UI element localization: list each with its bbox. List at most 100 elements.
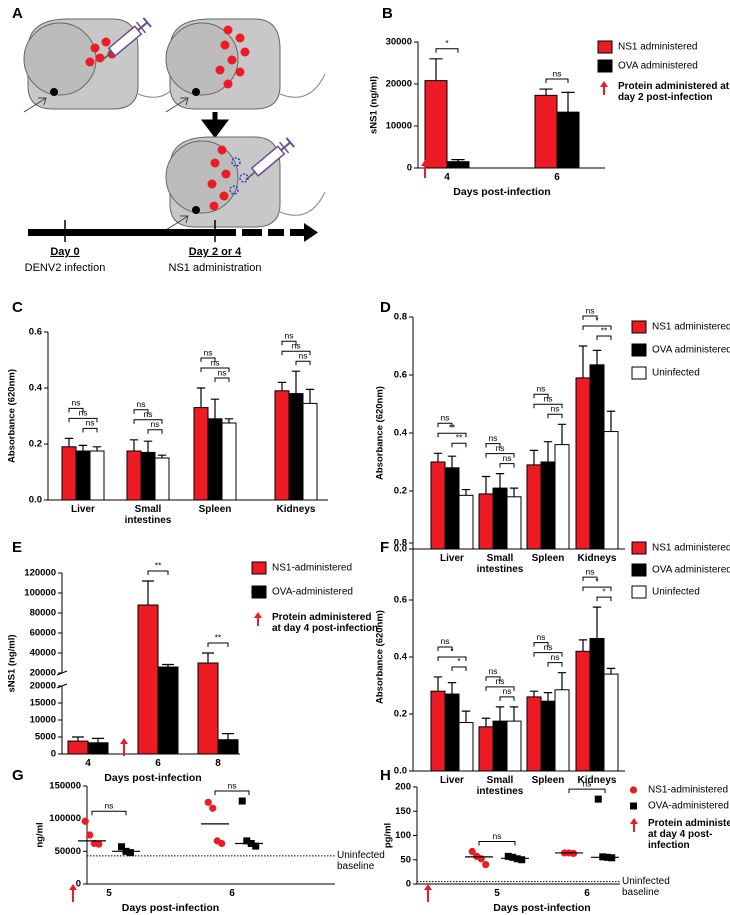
error-bar bbox=[495, 473, 505, 489]
significance-label: ns bbox=[79, 408, 88, 418]
error-bar bbox=[129, 439, 139, 451]
y-tick-label: 150 bbox=[395, 806, 411, 817]
bar bbox=[458, 494, 474, 550]
significance-label: ns bbox=[551, 652, 560, 662]
protein-arrow-head bbox=[600, 81, 608, 87]
x-tick-label: Kidneys bbox=[577, 775, 617, 786]
bar bbox=[540, 461, 556, 550]
significance-label: ns bbox=[441, 636, 450, 646]
significance-label: ** bbox=[215, 632, 222, 642]
significance-label: * bbox=[595, 315, 599, 325]
x-axis-label: Days post-infection bbox=[104, 772, 201, 784]
y-tick-label: 0.4 bbox=[394, 652, 408, 663]
significance-label: ns bbox=[496, 443, 505, 453]
bar bbox=[478, 726, 494, 772]
significance-label: ns bbox=[544, 394, 553, 404]
x-tick-label: Small intestines bbox=[476, 553, 524, 575]
bar bbox=[444, 467, 460, 550]
significance-bracket bbox=[147, 429, 163, 434]
data-point bbox=[504, 852, 512, 860]
x-tick-label: Spleen bbox=[198, 504, 232, 515]
bar bbox=[197, 662, 219, 755]
timeline-dash bbox=[290, 229, 304, 236]
legend-label: OVA-administered bbox=[648, 801, 729, 812]
protein-arrow-head bbox=[630, 818, 638, 824]
significance-label: ns bbox=[586, 305, 595, 315]
significance-bracket bbox=[582, 325, 612, 330]
legend-swatch bbox=[597, 59, 613, 73]
data-point bbox=[482, 861, 490, 869]
x-tick-label: 6 bbox=[584, 888, 590, 899]
significance-bracket bbox=[533, 403, 563, 409]
significance-bracket bbox=[547, 662, 563, 667]
significance-bracket bbox=[214, 790, 250, 796]
significance-label: ns bbox=[285, 330, 294, 340]
significance-label: ns bbox=[292, 340, 301, 350]
bar bbox=[526, 696, 542, 772]
bar bbox=[302, 402, 318, 501]
error-bar bbox=[529, 449, 539, 465]
y-tick-label: 0.6 bbox=[394, 370, 407, 381]
protein-arrow-head bbox=[120, 738, 128, 744]
significance-label: * bbox=[445, 38, 449, 48]
panel-label: D bbox=[380, 299, 391, 316]
error-bar bbox=[495, 706, 505, 722]
legend-swatch bbox=[631, 585, 647, 599]
protein-arrow-head bbox=[69, 884, 77, 890]
x-tick-label: Kidneys bbox=[276, 504, 316, 515]
significance-bracket bbox=[533, 652, 563, 657]
significance-bracket bbox=[207, 642, 229, 647]
baseline-label: Uninfected baseline bbox=[622, 875, 670, 898]
error-bar bbox=[543, 692, 553, 702]
significance-bracket bbox=[485, 676, 501, 681]
timeline-day: Day 0 bbox=[50, 246, 79, 258]
significance-bracket bbox=[596, 596, 612, 602]
bar bbox=[589, 364, 605, 550]
bar bbox=[221, 422, 237, 501]
significance-bracket bbox=[485, 686, 515, 691]
legend-swatch bbox=[251, 585, 267, 599]
error-bar bbox=[142, 580, 154, 605]
significance-bracket bbox=[596, 335, 612, 340]
error-bar bbox=[557, 423, 567, 445]
significance-bracket bbox=[82, 427, 98, 433]
significance-label: ns bbox=[537, 632, 546, 642]
x-tick-label: 4 bbox=[444, 172, 450, 183]
significance-bracket bbox=[437, 646, 453, 651]
data-point bbox=[252, 842, 260, 850]
bar bbox=[492, 487, 508, 550]
y-tick-label: 0.2 bbox=[394, 486, 407, 497]
error-bar bbox=[606, 410, 616, 432]
data-point bbox=[118, 843, 125, 851]
y-tick-label: 0 bbox=[406, 879, 411, 890]
significance-label: ns bbox=[496, 676, 505, 686]
legend-label: NS1-administered bbox=[272, 563, 352, 574]
significance-bracket bbox=[568, 788, 606, 794]
y-tick-label: 10000 bbox=[386, 121, 412, 132]
x-tick-label: Liver bbox=[440, 775, 464, 786]
y-tick-label: 0.2 bbox=[29, 439, 42, 450]
red-dots bbox=[215, 25, 250, 89]
y-tick-label: 0.0 bbox=[394, 766, 407, 777]
error-bar bbox=[451, 159, 465, 162]
legend-label: Uninfected bbox=[652, 587, 700, 598]
bar bbox=[506, 496, 522, 550]
y-tick-label: 50 bbox=[400, 854, 411, 865]
red-dots bbox=[207, 145, 231, 211]
significance-label: ns bbox=[544, 642, 553, 652]
significance-bracket bbox=[200, 367, 230, 372]
timeline-event: NS1 administration bbox=[169, 262, 262, 274]
mouse bbox=[23, 18, 184, 113]
y-tick-label: 0.4 bbox=[394, 428, 408, 439]
significance-label: ns bbox=[489, 666, 498, 676]
bar bbox=[126, 450, 142, 501]
error-bar bbox=[592, 349, 602, 365]
data-point bbox=[468, 847, 476, 856]
data-point bbox=[518, 856, 526, 864]
data-point bbox=[86, 831, 94, 839]
y-tick-label: 0.0 bbox=[394, 544, 407, 555]
timeline-dash bbox=[242, 229, 262, 236]
y-tick-label: 60000 bbox=[30, 628, 56, 639]
legend-label: NS1-administered bbox=[648, 785, 728, 796]
error-bar bbox=[224, 418, 234, 423]
